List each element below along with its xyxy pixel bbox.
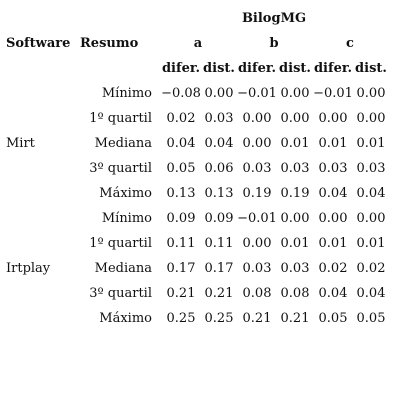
value-cell: 0.11 [204,236,234,251]
value-cell: 0.05 [166,161,196,176]
value-cell: 0.17 [166,261,196,276]
summary-stat-label: Máximo [99,186,152,201]
results-table: BilogMG Software Resumo a b c difer. dis… [4,6,388,331]
subcol-header: difer. [237,61,277,76]
summary-stat-label: 1º quartil [89,236,152,251]
value-cell: 0.00 [356,111,386,126]
value-cell: 0.11 [166,236,196,251]
summary-stat-label: Mínimo [101,211,152,226]
value-cell: 0.13 [204,186,234,201]
value-cell: 0.02 [356,261,386,276]
value-cell: 0.04 [356,286,386,301]
table-row: 1º quartil 0.02 0.03 0.00 0.00 0.00 0.00 [4,106,388,131]
value-cell: 0.21 [280,311,310,326]
value-cell: 0.25 [204,311,234,326]
summary-stat-label: Mediana [94,136,152,151]
value-cell: 0.01 [356,136,386,151]
value-cell: 0.03 [242,161,272,176]
table-row: Mínimo 0.09 0.09 −0.01 0.00 0.00 0.00 [4,206,388,231]
value-cell: 0.01 [356,236,386,251]
subcol-header: dist. [279,61,311,76]
value-cell: 0.08 [280,286,310,301]
value-cell: 0.06 [204,161,234,176]
summary-stat-label: Mínimo [101,86,152,101]
value-cell: 0.25 [166,311,196,326]
value-cell: 0.03 [242,261,272,276]
value-cell: 0.04 [166,136,196,151]
value-cell: −0.01 [237,86,277,101]
value-cell: 0.19 [242,186,272,201]
table-row: Mirt Mediana 0.04 0.04 0.00 0.01 0.01 0.01 [4,131,388,156]
value-cell: 0.01 [318,136,348,151]
value-cell: 0.00 [318,211,348,226]
value-cell: 0.05 [318,311,348,326]
value-cell: 0.08 [242,286,272,301]
value-cell: 0.19 [280,186,310,201]
table-row: 3º quartil 0.21 0.21 0.08 0.08 0.04 0.04 [4,281,388,306]
value-cell: 0.00 [280,86,310,101]
value-cell: 0.04 [318,186,348,201]
table-row: Mínimo −0.08 0.00 −0.01 0.00 −0.01 0.00 [4,81,388,106]
value-cell: 0.04 [318,286,348,301]
header-row-subcols: difer. dist. difer. dist. difer. dist. [4,56,388,81]
value-cell: −0.01 [237,211,277,226]
value-cell: 0.02 [166,111,196,126]
value-cell: 0.17 [204,261,234,276]
value-cell: 0.00 [318,111,348,126]
value-cell: 0.21 [204,286,234,301]
table-row: 1º quartil 0.11 0.11 0.00 0.01 0.01 0.01 [4,231,388,256]
param-header-b: b [269,36,279,51]
value-cell: 0.04 [204,136,234,151]
software-column-header: Software [6,36,71,51]
param-header-c: c [346,36,354,51]
header-row-params: Software Resumo a b c [4,31,388,56]
value-cell: 0.00 [204,86,234,101]
value-cell: 0.00 [280,111,310,126]
value-cell: −0.01 [313,86,353,101]
value-cell: 0.01 [280,136,310,151]
software-name: Mirt [6,136,35,151]
value-cell: 0.00 [242,136,272,151]
summary-stat-label: 1º quartil [89,111,152,126]
subcol-header: dist. [355,61,387,76]
value-cell: 0.00 [280,211,310,226]
param-header-a: a [193,36,203,51]
summary-stat-label: Mediana [94,261,152,276]
summary-stat-label: 3º quartil [89,286,152,301]
value-cell: 0.21 [242,311,272,326]
summary-stat-label: Máximo [99,311,152,326]
value-cell: 0.21 [166,286,196,301]
value-cell: 0.03 [356,161,386,176]
subcol-header: dist. [203,61,235,76]
subcol-header: difer. [313,61,353,76]
summary-stat-label: 3º quartil [89,161,152,176]
value-cell: 0.03 [280,161,310,176]
software-name: Irtplay [6,261,51,276]
value-cell: 0.03 [280,261,310,276]
table-row: Irtplay Mediana 0.17 0.17 0.03 0.03 0.02 0.02 [4,256,388,281]
value-cell: 0.00 [242,111,272,126]
header-row-program: BilogMG [4,6,388,31]
value-cell: 0.00 [356,86,386,101]
table-row: 3º quartil 0.05 0.06 0.03 0.03 0.03 0.03 [4,156,388,181]
value-cell: 0.03 [204,111,234,126]
value-cell: 0.00 [242,236,272,251]
resumo-column-header: Resumo [80,36,139,51]
table-row: Máximo 0.25 0.25 0.21 0.21 0.05 0.05 [4,306,388,331]
subcol-header: difer. [161,61,201,76]
value-cell: 0.09 [204,211,234,226]
value-cell: 0.04 [356,186,386,201]
value-cell: 0.09 [166,211,196,226]
program-header: BilogMG [241,11,307,26]
value-cell: 0.01 [318,236,348,251]
value-cell: 0.00 [356,211,386,226]
value-cell: 0.01 [280,236,310,251]
value-cell: 0.03 [318,161,348,176]
value-cell: 0.02 [318,261,348,276]
value-cell: −0.08 [161,86,201,101]
value-cell: 0.13 [166,186,196,201]
table-row: Máximo 0.13 0.13 0.19 0.19 0.04 0.04 [4,181,388,206]
value-cell: 0.05 [356,311,386,326]
